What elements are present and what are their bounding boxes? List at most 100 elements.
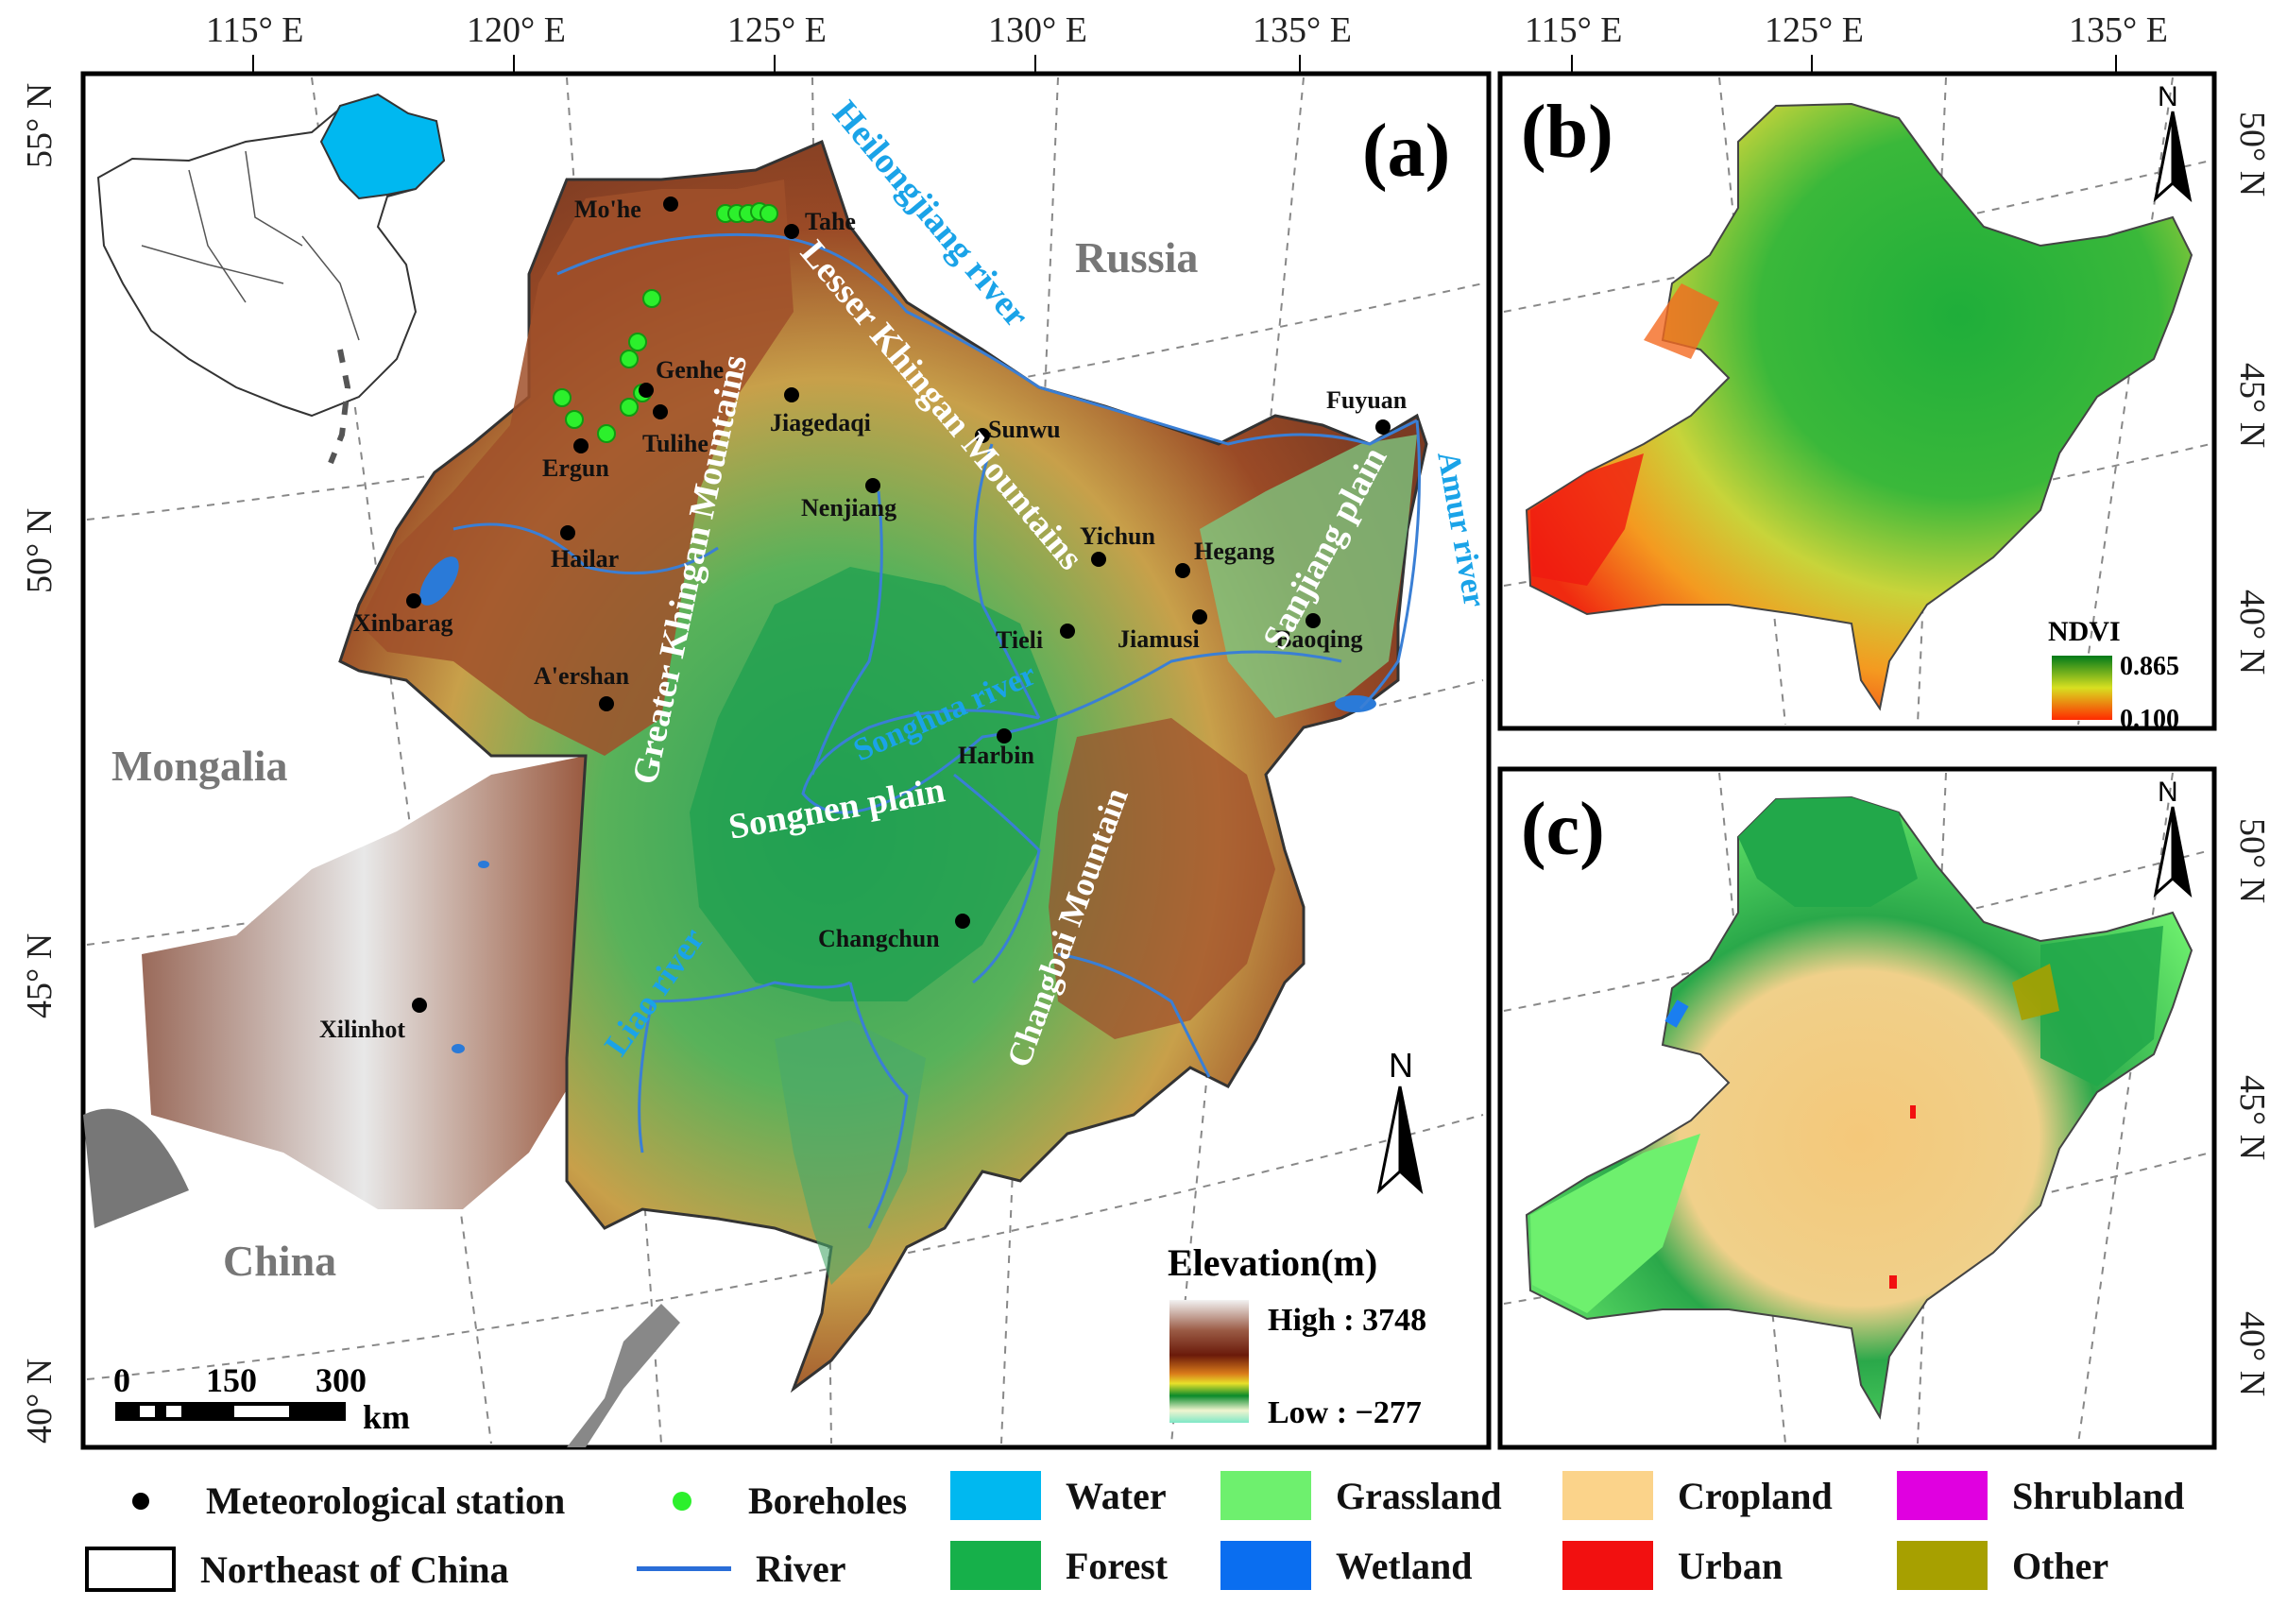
scale-unit: km <box>363 1398 410 1436</box>
station-dot <box>653 404 668 419</box>
station-dot <box>1192 609 1207 624</box>
tick-c-50n: 50° N <box>2232 818 2272 903</box>
tick-b-45n: 45° N <box>2232 363 2272 448</box>
station-dot <box>1175 563 1190 578</box>
legend-label: Other <box>2012 1544 2109 1587</box>
panel-b-top-ticks: 115° E 125° E 135° E <box>1525 10 2168 50</box>
sanjiang-plain-area <box>1200 435 1417 718</box>
legend-label: Boreholes <box>748 1479 908 1522</box>
coast-line <box>567 1304 680 1447</box>
hulun-lake <box>419 556 459 606</box>
xingkai-lake <box>1335 695 1376 712</box>
tick-b-125e: 125° E <box>1765 10 1864 50</box>
urban-patch-2 <box>1889 1275 1897 1289</box>
elevation-legend: Elevation(m) High : 3748 Low : −277 <box>1168 1241 1426 1430</box>
elevation-title: Elevation(m) <box>1168 1241 1377 1284</box>
legend-forest: Forest <box>950 1541 1168 1590</box>
tick-c-40n: 40° N <box>2232 1311 2272 1396</box>
legend-shrubland: Shrubland <box>1897 1471 2184 1520</box>
station-dot <box>955 914 970 929</box>
changbai-relief <box>1049 718 1275 1039</box>
scale-0: 0 <box>113 1361 130 1399</box>
western-relief <box>142 756 586 1209</box>
forest-north <box>1738 797 1918 907</box>
tick-135e: 135° E <box>1253 10 1352 50</box>
panel-b: (b) N NDVI 0.865 0.100 115° E 125° E 135… <box>1497 10 2272 734</box>
station-label-aershan: A'ershan <box>534 662 630 690</box>
legend-other: Other <box>1897 1541 2108 1590</box>
water-swatch <box>950 1471 1041 1520</box>
legend-boreholes: Boreholes <box>661 1479 907 1523</box>
station-labels: Mo'he Tahe Genhe Tulihe Jiagedaqi Ergun … <box>319 196 1408 1043</box>
other-swatch <box>1897 1541 1988 1590</box>
station-symbol <box>132 1492 149 1510</box>
station-dot <box>784 387 799 402</box>
legend-label: Water <box>1066 1474 1167 1517</box>
shrubland-swatch <box>1897 1471 1988 1520</box>
tick-55n: 55° N <box>20 83 60 168</box>
station-label-yichun: Yichun <box>1080 522 1155 550</box>
ndvi-ramp <box>2052 656 2112 720</box>
tick-b-50n: 50° N <box>2232 111 2272 197</box>
china-inset-map <box>96 93 446 465</box>
tick-c-45n: 45° N <box>2232 1075 2272 1160</box>
borehole-symbol <box>673 1491 691 1511</box>
station-dot <box>1091 552 1106 567</box>
north-label-b: N <box>2158 81 2178 112</box>
north-arrow-b: N <box>2153 81 2193 203</box>
station-dot <box>573 438 589 453</box>
tick-120e: 120° E <box>467 10 566 50</box>
panel-c: (c) N 50° N 45° N 40° N <box>1497 766 2272 1450</box>
tick-40n: 40° N <box>20 1359 60 1444</box>
landcover-map <box>1525 795 2193 1420</box>
legend-northeast-china: Northeast of China <box>85 1547 509 1592</box>
tick-130e: 130° E <box>988 10 1087 50</box>
tick-b-40n: 40° N <box>2232 590 2272 675</box>
tick-45n: 45° N <box>20 933 60 1018</box>
station-dot <box>599 696 614 711</box>
legend-urban: Urban <box>1562 1541 1783 1590</box>
outline-symbol <box>85 1547 176 1592</box>
river-symbol <box>637 1566 731 1571</box>
legend-grassland: Grassland <box>1220 1471 1502 1520</box>
wetland-swatch <box>1220 1541 1311 1590</box>
station-label-jiagedaqi: Jiagedaqi <box>770 409 871 436</box>
panel-c-right-ticks: 50° N 45° N 40° N <box>2232 818 2272 1396</box>
liaodong-area <box>775 1020 926 1285</box>
north-arrow-a: N <box>1376 1046 1424 1195</box>
tick-125e: 125° E <box>727 10 827 50</box>
elevation-high: High : 3748 <box>1268 1303 1426 1338</box>
tick-b-135e: 135° E <box>2069 10 2168 50</box>
station-label-jiamusi: Jiamusi <box>1118 625 1200 653</box>
ndvi-max: 0.865 <box>2120 652 2179 681</box>
river-network <box>452 232 1421 1229</box>
station-label-genhe: Genhe <box>656 356 724 384</box>
other-patch <box>2012 964 2059 1020</box>
grassland-west <box>1530 1134 1700 1313</box>
station-dot <box>975 428 990 443</box>
nine-dash-line <box>328 349 351 465</box>
station-dot <box>560 525 575 540</box>
station-label-ergun: Ergun <box>542 454 609 482</box>
borehole <box>565 410 584 429</box>
forest-east <box>2040 926 2163 1086</box>
tick-50n: 50° N <box>20 508 60 593</box>
legend-river: River <box>637 1547 846 1591</box>
figure-legend: Meteorological station Boreholes Water G… <box>0 1460 2287 1624</box>
elevation-low: Low : −277 <box>1268 1395 1422 1430</box>
north-arrow-c: N <box>2153 777 2193 898</box>
borehole <box>642 289 661 308</box>
borehole <box>597 424 616 443</box>
northeast-highlight <box>319 93 446 200</box>
tick-115e: 115° E <box>206 10 304 50</box>
borehole <box>759 204 778 223</box>
station-label-hegang: Hegang <box>1194 538 1274 565</box>
station-dot <box>997 728 1012 744</box>
region-russia: Russia <box>1075 233 1198 282</box>
cropland-swatch <box>1562 1471 1653 1520</box>
legend-label: River <box>756 1547 846 1590</box>
scale-300: 300 <box>316 1361 367 1399</box>
ndvi-map <box>1525 102 2193 711</box>
station-label-baoqing: Baoqing <box>1275 625 1363 653</box>
lake-2 <box>478 861 489 868</box>
